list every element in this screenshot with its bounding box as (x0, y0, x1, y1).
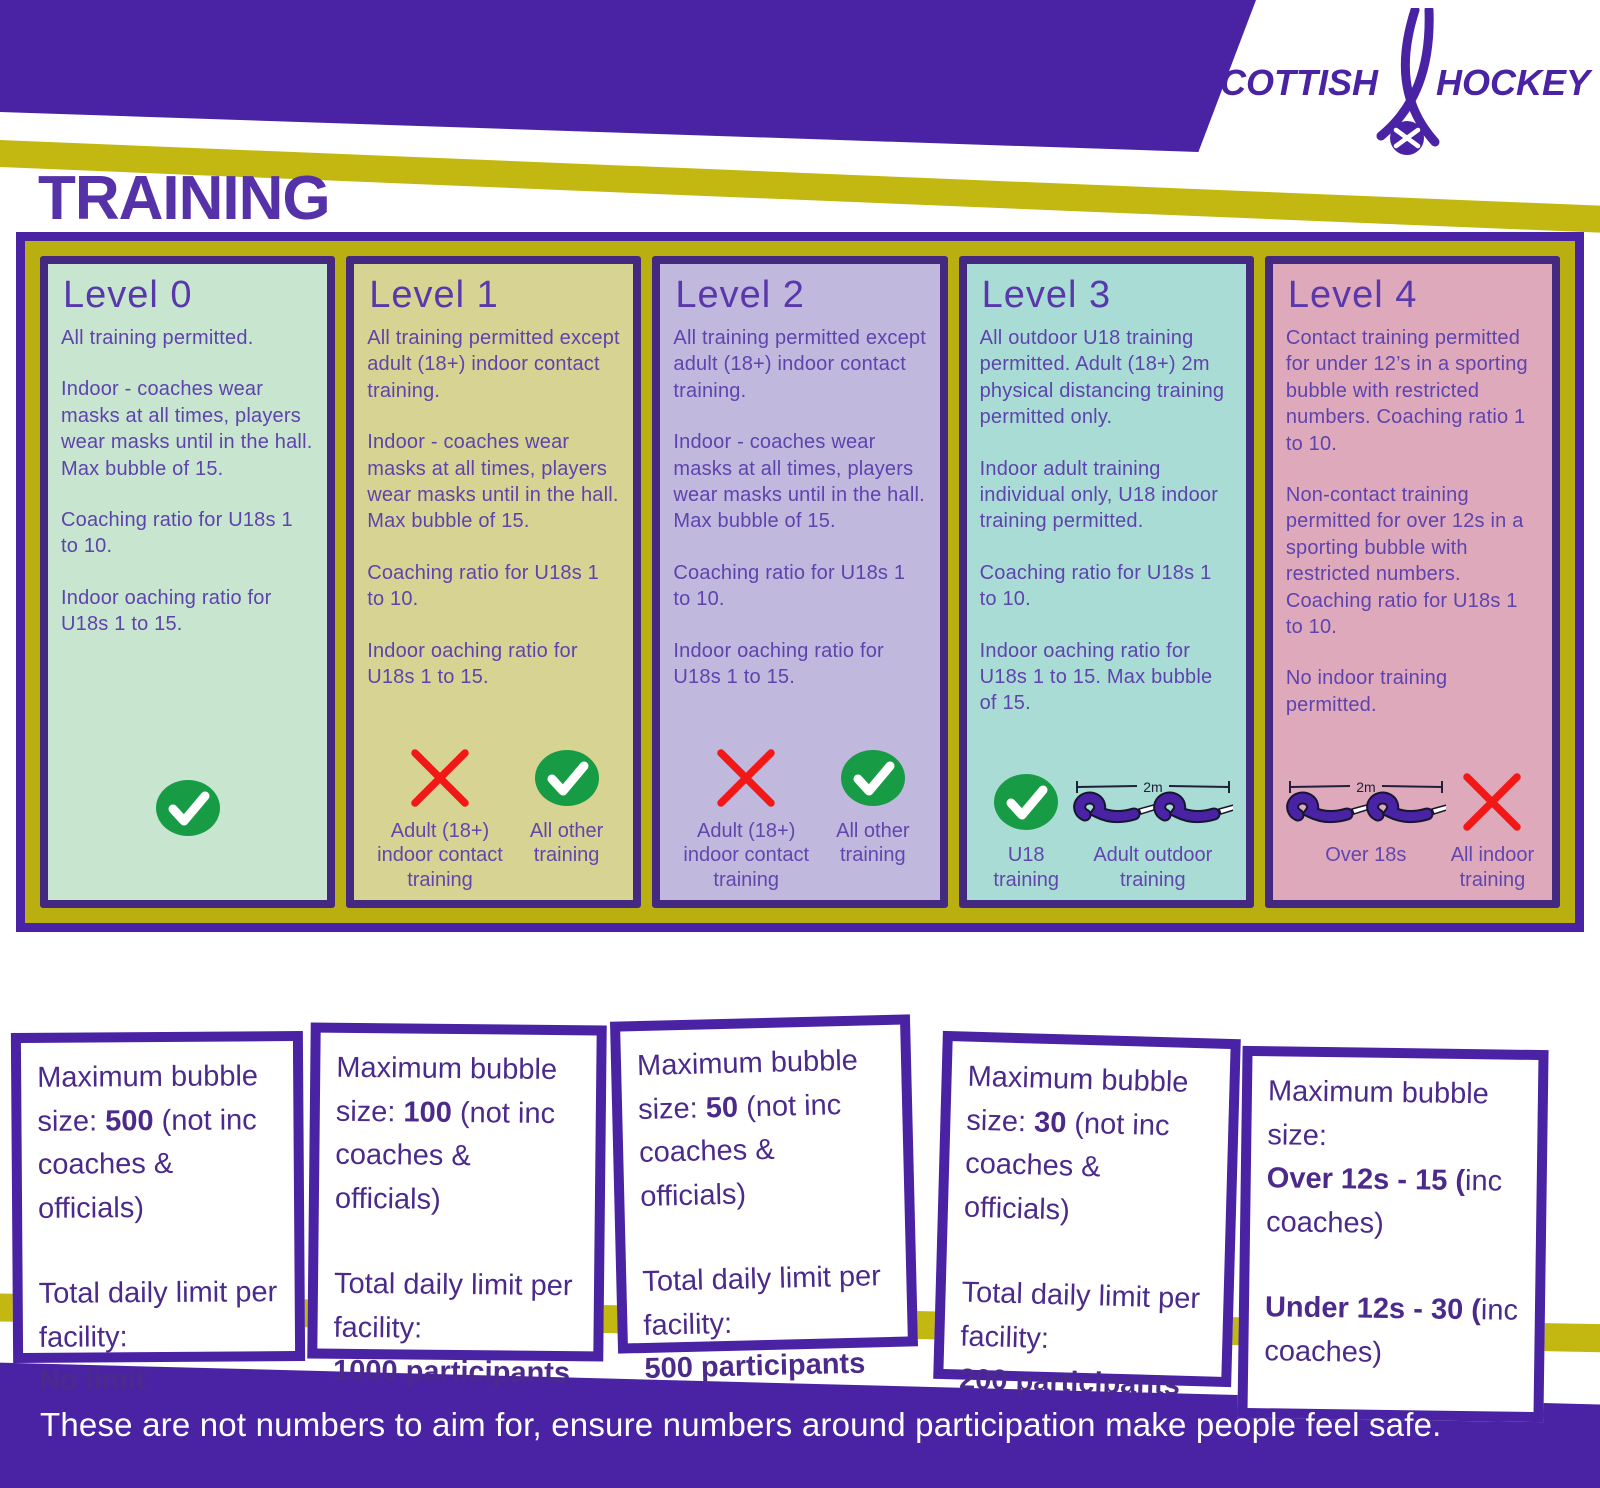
page-title: TRAINING (38, 164, 331, 233)
level-2-card: Level 2 All training permitted except ad… (652, 256, 948, 908)
badge-not-permitted: Adult (18+) indoor contact training (367, 746, 513, 892)
bubble-size-label: Maximum bubble size: (1267, 1075, 1490, 1152)
badge-label: Adult outdoor training (1093, 844, 1213, 891)
level-4-paragraph: Non-contact training permitted for over … (1285, 483, 1524, 638)
badge-label: All indoor training (1450, 844, 1535, 891)
under-12s-limit: Under 12s - 30 (inc coaches) (1264, 1291, 1519, 1369)
level-1-title: Level 1 (369, 274, 499, 316)
level-0-title: Level 0 (63, 274, 193, 316)
levels-panel: Level 0 All training permitted. Indoor -… (16, 232, 1584, 932)
badge-label: Adult (18+) indoor contact training (683, 819, 810, 891)
logo-sticks-icon (1376, 8, 1440, 155)
daily-limit-label: Total daily limit per facility: (333, 1267, 573, 1345)
level-0-paragraph: All training permitted. (61, 327, 254, 349)
level-0-card: Level 0 All training permitted. Indoor -… (40, 256, 336, 908)
check-icon (155, 776, 221, 840)
svg-text:2m: 2m (1143, 779, 1162, 795)
badge-permitted: U18 training (980, 770, 1073, 892)
logo-ball-icon (1389, 121, 1424, 155)
level-1-badges: Adult (18+) indoor contact training All … (367, 746, 620, 892)
badge-label: Over 18s (1325, 844, 1407, 867)
badge-permitted: All other training (513, 746, 621, 868)
bubble-size-text: Maximum bubble size: 500 (not inc coache… (37, 1060, 259, 1225)
level-3-paragraph: All outdoor U18 training permitted. Adul… (979, 327, 1225, 429)
distance-sticks-icon: 2m (1073, 770, 1233, 834)
level-3-card: Level 3 All outdoor U18 training permitt… (958, 256, 1254, 908)
badge-not-permitted: All indoor training (1446, 770, 1539, 892)
bubble-size-text: Maximum bubble size: 100 (not inc coache… (334, 1051, 558, 1216)
level-3-badges: U18 training 2m (980, 770, 1233, 892)
level-2-badges: Adult (18+) indoor contact training All … (673, 746, 926, 892)
bubble-size-value: 100 (403, 1095, 453, 1129)
badge-distanced-training: 2m O (1286, 770, 1446, 867)
footer-note: These are not numbers to aim for, ensure… (40, 1406, 1442, 1443)
level-3-title: Level 3 (981, 274, 1112, 316)
level-3-paragraph: Indoor adult training individual only, U… (979, 457, 1219, 533)
level-0-paragraph: Indoor oaching ratio for U18s 1 to 15. (61, 586, 272, 636)
level-2-title: Level 2 (675, 274, 805, 316)
level-1-paragraph: Coaching ratio for U18s 1 to 10. (367, 561, 599, 611)
level-4-title: Level 4 (1287, 274, 1418, 316)
badge-distanced-training: 2m A (1073, 770, 1233, 892)
level-1-paragraph: All training permitted except adult (18+… (367, 327, 620, 402)
level-3-paragraph: Coaching ratio for U18s 1 to 10. (979, 561, 1212, 611)
limit-box-level-2: Maximum bubble size: 50 (not inc coaches… (609, 1014, 919, 1385)
bubble-size-value: 50 (705, 1091, 739, 1124)
level-1-paragraph: Indoor oaching ratio for U18s 1 to 15. (367, 639, 578, 688)
badge-label: U18 training (993, 844, 1060, 891)
check-icon (993, 770, 1059, 834)
logo-word-scottish: SCOTTISH (1195, 62, 1378, 103)
daily-limit-label: Total daily limit per facility: (959, 1276, 1201, 1355)
badge-label: All other training (836, 819, 910, 867)
level-4-paragraph: No indoor training permitted. (1285, 667, 1448, 716)
cross-icon (405, 746, 475, 810)
distance-sticks-icon: 2m (1286, 770, 1446, 834)
badge-label: All other training (529, 819, 604, 867)
daily-limit-value: No limit (39, 1364, 146, 1397)
bubble-size-value: 30 (1033, 1105, 1067, 1139)
daily-limit-label: Total daily limit per facility: (38, 1276, 278, 1354)
cross-icon (711, 746, 781, 810)
level-4-paragraph: Contact training permitted for under 12’… (1285, 327, 1528, 455)
level-2-paragraph: All training permitted except adult (18+… (673, 327, 926, 402)
badge-label: Adult (18+) indoor contact training (377, 819, 503, 891)
badge-all-training (61, 776, 314, 840)
badge-not-permitted: Adult (18+) indoor contact training (673, 746, 819, 892)
level-2-paragraph: Indoor - coaches wear masks at all times… (673, 431, 925, 533)
bubble-size-text: Maximum bubble size: 30 (not inc coaches… (963, 1060, 1189, 1227)
svg-text:2m: 2m (1356, 779, 1375, 795)
daily-limit-value: 200 participants (958, 1363, 1181, 1402)
limit-box-level-1: Maximum bubble size: 100 (not inc coache… (307, 1022, 607, 1389)
over-12s-limit: Over 12s - 15 (inc coaches) (1265, 1162, 1503, 1240)
limit-box-level-4: Maximum bubble size: Over 12s - 15 (inc … (1237, 1045, 1549, 1423)
cross-icon (1457, 770, 1527, 834)
level-4-badges: 2m O (1286, 770, 1539, 892)
check-icon (840, 746, 906, 810)
check-icon (534, 746, 600, 810)
bubble-size-value: 500 (105, 1104, 154, 1137)
level-0-paragraph: Indoor - coaches wear masks at all times… (61, 378, 313, 480)
level-4-card: Level 4 Contact training permitted for u… (1264, 256, 1561, 908)
daily-limit-value: 500 participants (644, 1347, 866, 1385)
bubble-size-text: Maximum bubble size: 50 (not inc coaches… (636, 1044, 859, 1213)
daily-limit-label: Total daily limit per facility: (641, 1260, 882, 1342)
level-1-card: Level 1 All training permitted except ad… (346, 256, 642, 908)
limit-box-level-3: Maximum bubble size: 30 (not inc coaches… (933, 1030, 1241, 1402)
logo-word-hockey: HOCKEY (1435, 62, 1590, 103)
badge-permitted: All other training (819, 746, 927, 868)
level-3-paragraph: Indoor oaching ratio for U18s 1 to 15. M… (979, 639, 1213, 715)
scottish-hockey-logo: SCOTTISH HOCKEY (1196, 8, 1590, 158)
level-2-paragraph: Coaching ratio for U18s 1 to 10. (673, 561, 906, 611)
limit-box-level-0: Maximum bubble size: 500 (not inc coache… (10, 1030, 306, 1397)
level-2-paragraph: Indoor oaching ratio for U18s 1 to 15. (673, 639, 884, 688)
level-0-badges (61, 776, 314, 892)
level-0-paragraph: Coaching ratio for U18s 1 to 10. (61, 508, 293, 558)
level-1-paragraph: Indoor - coaches wear masks at all times… (367, 431, 619, 533)
daily-limit-value: 1000 participants (332, 1354, 571, 1390)
